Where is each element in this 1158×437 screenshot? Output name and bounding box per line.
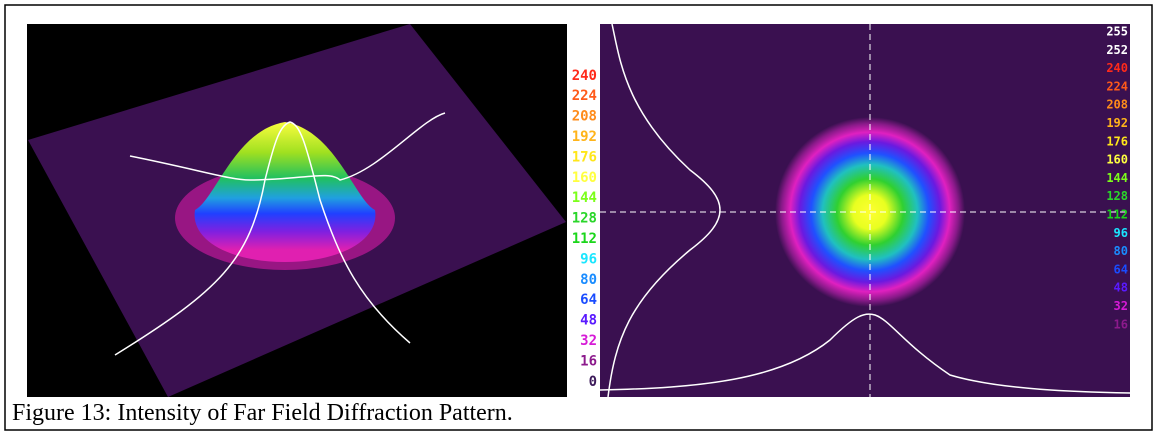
scale-label: 112: [1106, 208, 1128, 222]
scale-label: 112: [572, 231, 597, 247]
scale-label: 64: [1114, 262, 1128, 276]
caption: Figure 13: Intensity of Far Field Diffra…: [12, 400, 513, 427]
scale-label: 32: [580, 333, 597, 349]
scale-label: 128: [1106, 189, 1128, 203]
scale-label: 240: [572, 68, 597, 84]
scale-label: 48: [1114, 281, 1128, 295]
scale-label: 192: [1106, 116, 1128, 130]
scale-label: 80: [580, 272, 597, 288]
scale-label: 224: [1106, 79, 1128, 93]
scale-label: 255: [572, 27, 597, 43]
page: 2552522402242081921761601441281129680644…: [0, 0, 1158, 437]
scale-label: 208: [572, 109, 597, 125]
scale-label: 252: [1106, 43, 1128, 57]
scale-label: 160: [572, 170, 597, 186]
scale-label: 32: [1114, 299, 1128, 313]
scale-label: 96: [580, 251, 597, 267]
scale-label: 192: [572, 129, 597, 145]
scale-label: 48: [580, 313, 597, 329]
scale-label: 16: [580, 353, 597, 369]
scale-label: 0: [589, 374, 597, 390]
scale-label: 160: [1106, 153, 1128, 167]
scale-label: 224: [572, 88, 597, 104]
scale-label: 176: [572, 149, 597, 165]
scale-label: 80: [1114, 244, 1128, 258]
scale-label: 128: [572, 211, 597, 227]
scale-label: 176: [1106, 134, 1128, 148]
scale-label: 144: [572, 190, 597, 206]
scale-label: 240: [1106, 61, 1128, 75]
scale-label: 64: [580, 292, 597, 308]
scale-label: 16: [1114, 317, 1128, 331]
scale-label: 96: [1114, 226, 1128, 240]
figure: 2552522402242081921761601441281129680644…: [0, 0, 1158, 437]
scale-label: 252: [572, 47, 597, 63]
scale-label: 255: [1106, 25, 1128, 39]
scale-label: 144: [1106, 171, 1128, 185]
scale-label: 208: [1106, 98, 1128, 112]
